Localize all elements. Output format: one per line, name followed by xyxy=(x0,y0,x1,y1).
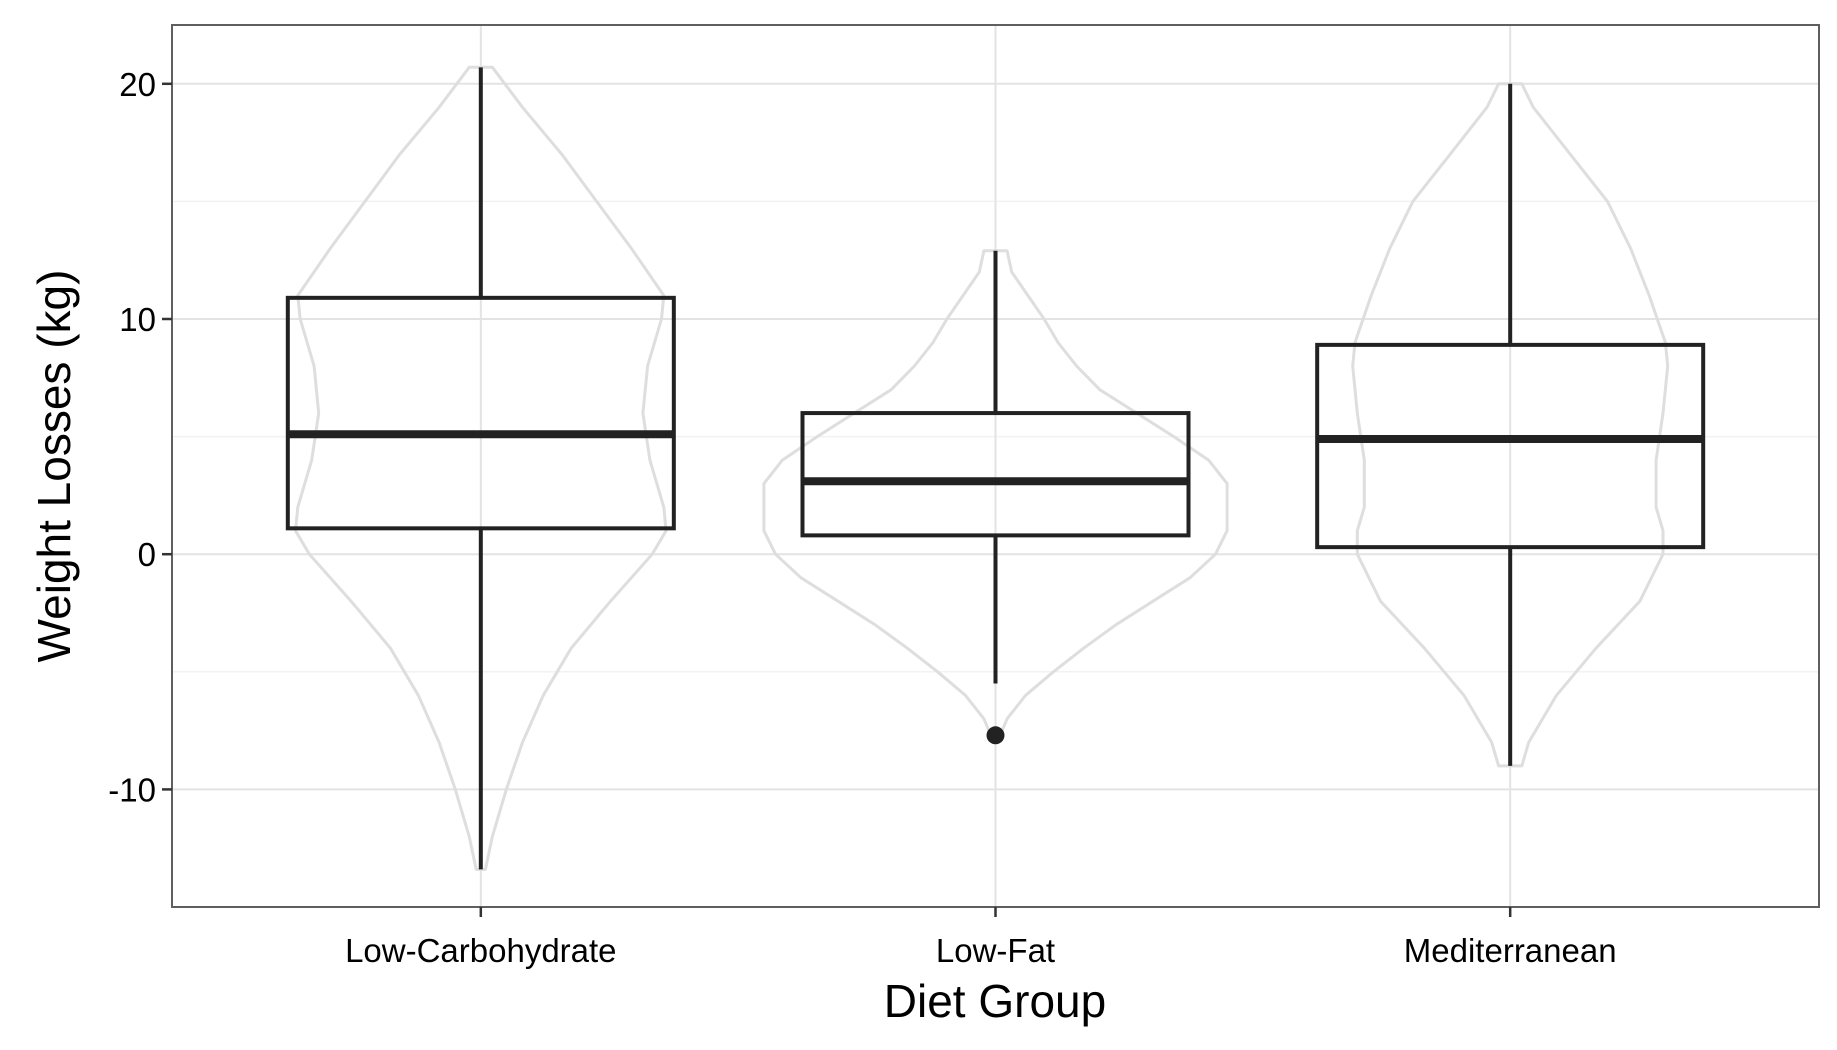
violin-0 xyxy=(294,65,668,871)
outlier-point xyxy=(986,726,1005,745)
box-1 xyxy=(800,411,1191,538)
y-tick-label: -10 xyxy=(108,771,156,808)
y-tick-label: 20 xyxy=(119,66,156,103)
x-axis-title: Diet Group xyxy=(884,975,1106,1027)
x-tick-label: Mediterranean xyxy=(1404,932,1617,969)
x-tick-label: Low-Carbohydrate xyxy=(345,932,616,969)
box-0 xyxy=(285,295,676,531)
violin-2 xyxy=(1351,82,1670,768)
violin-1 xyxy=(762,249,1229,737)
box-2 xyxy=(1315,342,1706,550)
y-axis-title: Weight Losses (kg) xyxy=(28,270,80,663)
violins xyxy=(294,65,1670,871)
axes: -10 0 10 20 Low-Carbohydrate Low-Fat Mediterra… xyxy=(108,66,1616,969)
y-tick-label: 10 xyxy=(119,301,156,338)
boxes xyxy=(285,67,1706,870)
x-tick-label: Low-Fat xyxy=(936,932,1055,969)
y-tick-label: 0 xyxy=(138,536,156,573)
